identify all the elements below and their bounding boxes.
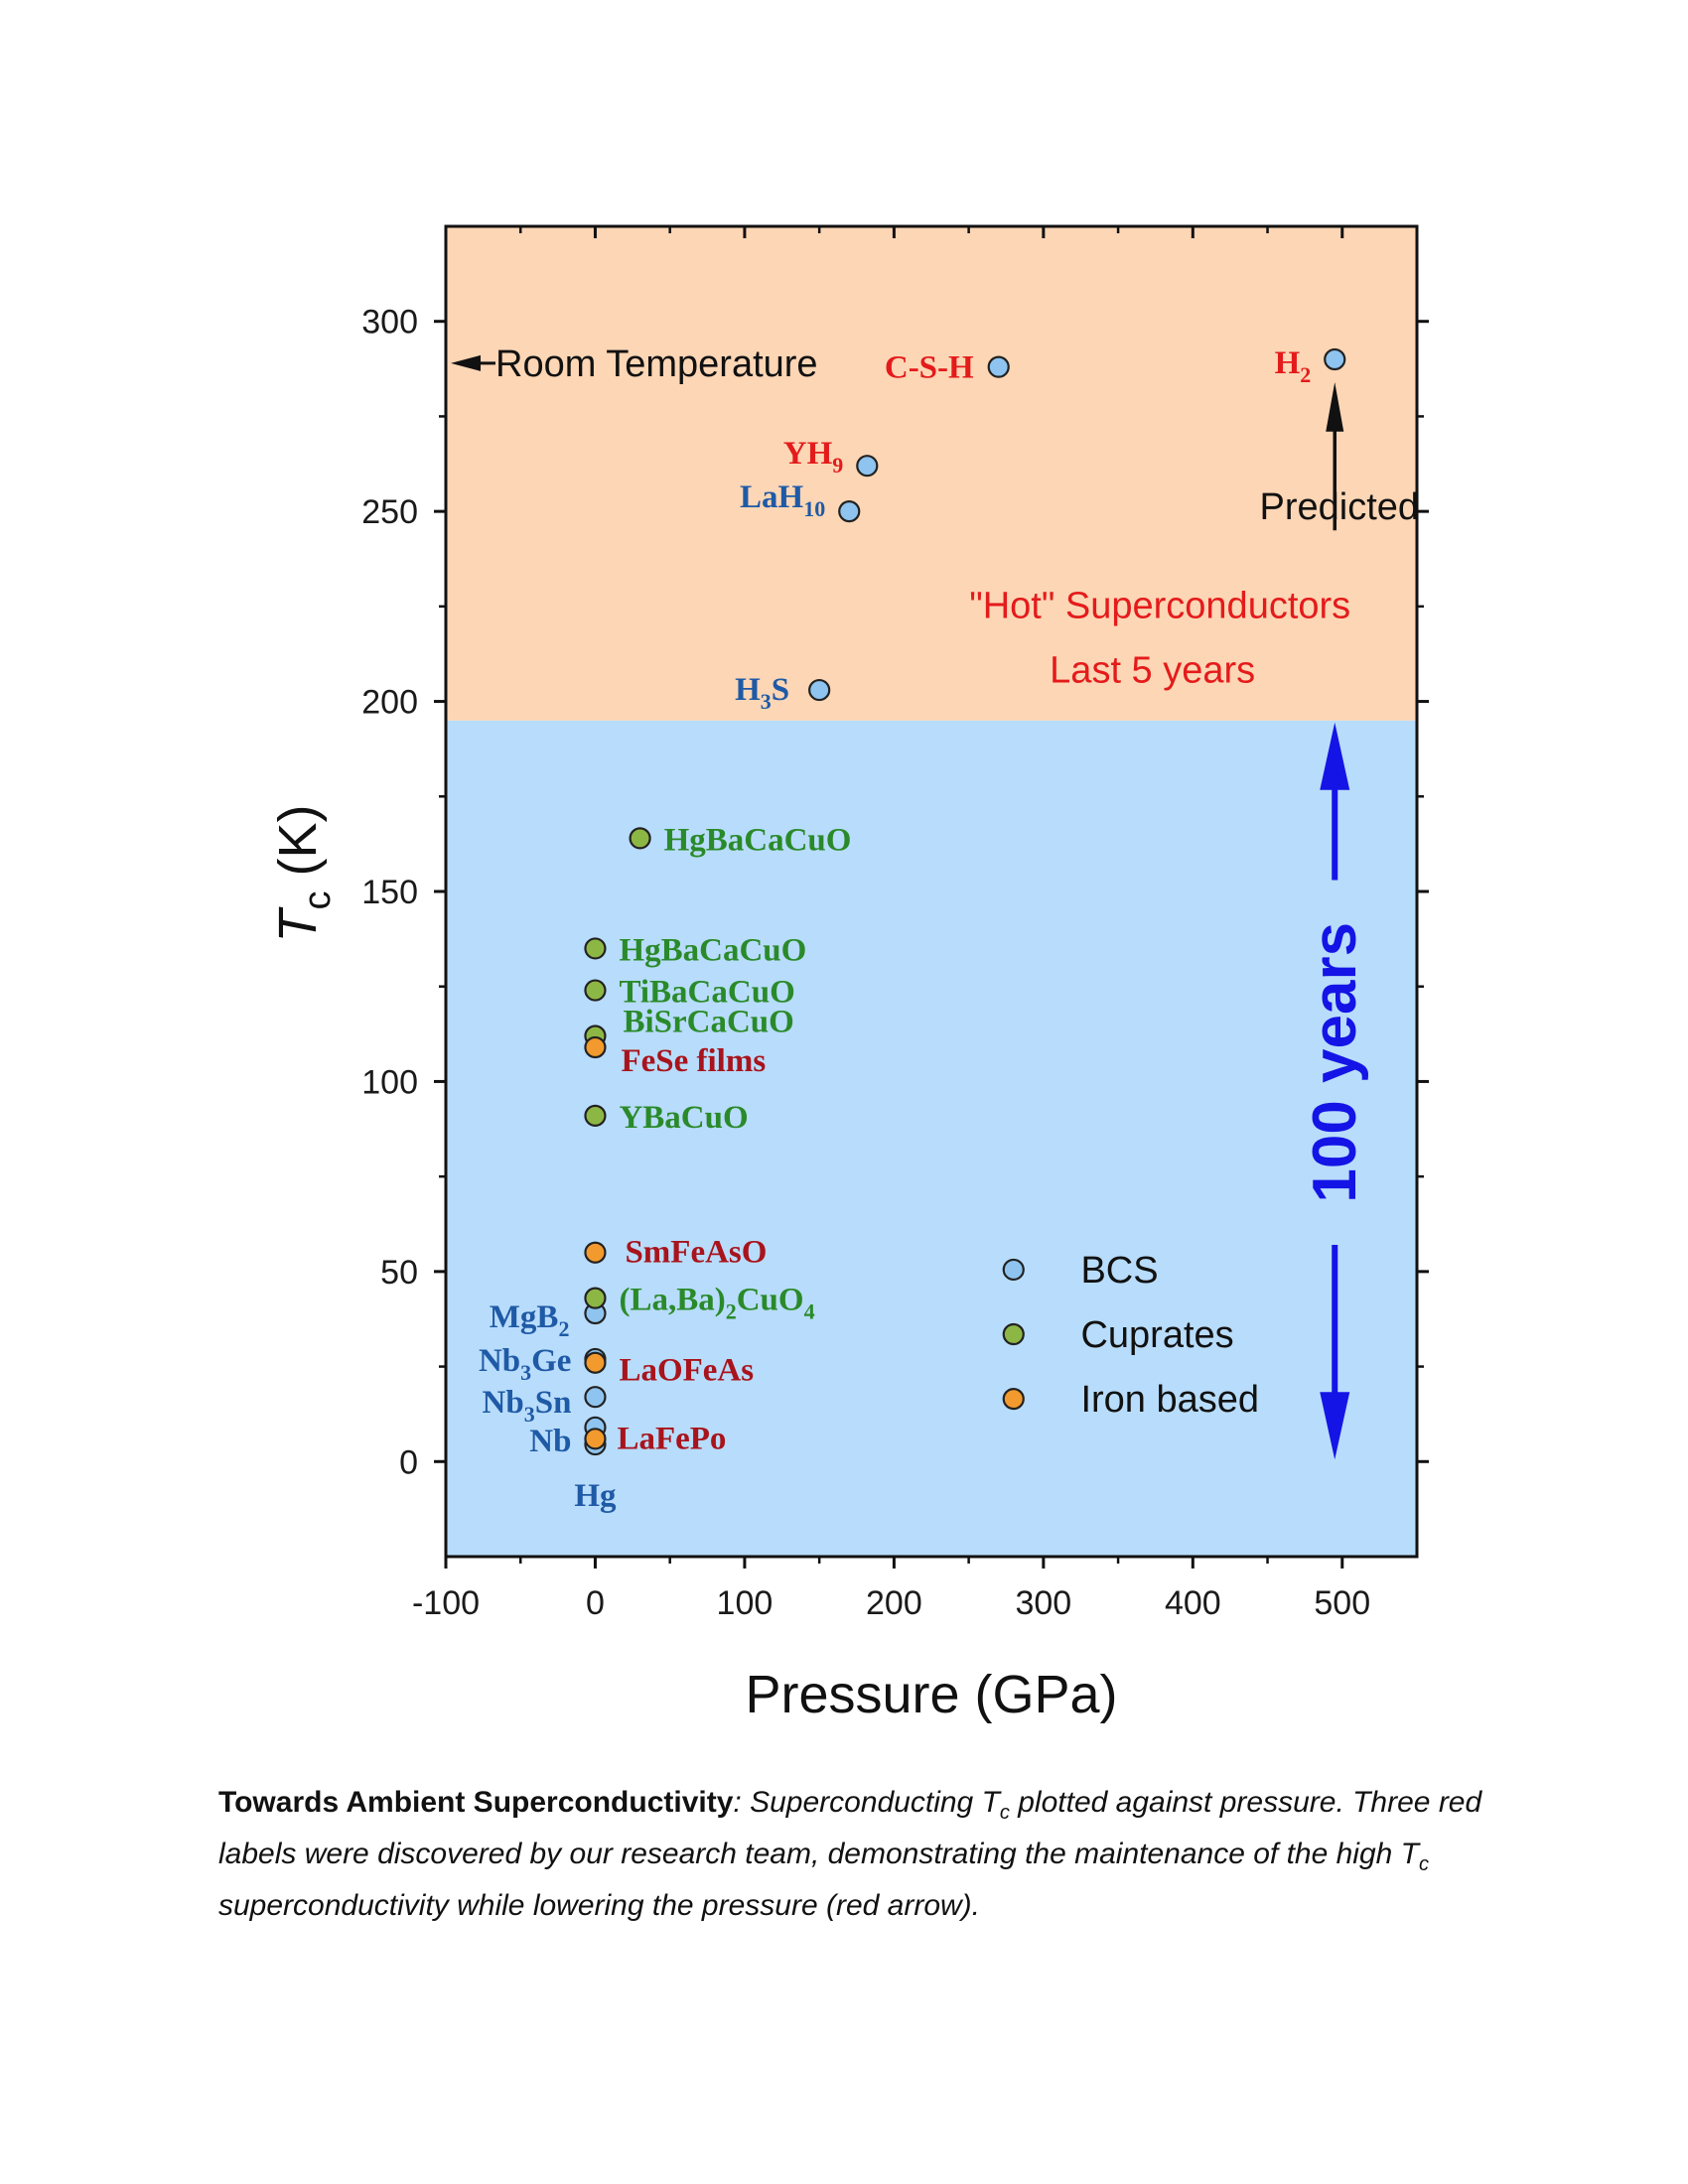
annotations: Room Temperature Predicted "Hot" Supercond…	[451, 343, 1419, 1460]
hot-superconductors-line1: "Hot" Superconductors	[969, 585, 1350, 626]
point-bcs	[987, 355, 1010, 378]
legend-label-iron-based: Iron based	[1080, 1379, 1259, 1421]
caption-body-part2: plotted against pressure. Three red labe…	[218, 1786, 1482, 1870]
caption-title: Towards Ambient Superconductivity	[218, 1786, 734, 1819]
room-temperature-arrowhead	[451, 354, 481, 371]
point-cuprates	[584, 979, 607, 1002]
y-axis-title-main: T	[268, 906, 328, 943]
legend-marker-bcs	[1002, 1258, 1025, 1282]
point-iron-based	[584, 1035, 607, 1059]
region-1	[446, 226, 1417, 721]
predicted-arrowhead	[1326, 381, 1344, 432]
point-label: LaFePo	[617, 1421, 726, 1456]
x-tick-label: -100	[412, 1584, 480, 1622]
y-tick-label: 300	[361, 304, 418, 341]
point-iron-based	[584, 1428, 607, 1450]
legend: BCS Cuprates Iron based	[1002, 1250, 1259, 1421]
y-tick-label: 0	[399, 1443, 418, 1481]
point-label: HgBaCaCuO	[619, 932, 806, 968]
x-tick-label: 300	[1015, 1584, 1071, 1622]
x-axis-title: Pressure (GPa)	[745, 1665, 1117, 1724]
y-tick-label: 150	[361, 874, 418, 911]
point-iron-based	[584, 1351, 607, 1374]
point-label: MgB2	[490, 1299, 570, 1341]
y-tick-label: 50	[380, 1254, 418, 1292]
point-label: YBaCuO	[619, 1100, 748, 1136]
hundred-years-label: 100 years	[1301, 922, 1369, 1203]
y-tick-label: 100	[361, 1063, 418, 1101]
chart: -100 0 100 200 300 400 500 0 50 100 150 200 250 300 R…	[268, 224, 1429, 1724]
legend-label-cuprates: Cuprates	[1080, 1314, 1233, 1356]
y-tick-label: 200	[361, 684, 418, 722]
x-tick-label: 400	[1165, 1584, 1221, 1622]
caption-body: : Superconducting Tc plotted against pre…	[218, 1786, 1481, 1922]
room-temperature-label: Room Temperature	[495, 343, 818, 385]
legend-label-bcs: BCS	[1080, 1250, 1158, 1292]
y-axis-title: Tc (K)	[268, 805, 339, 943]
point-label: H2	[1275, 345, 1312, 387]
point-cuprates	[584, 1287, 607, 1309]
axes: -100 0 100 200 300 400 500 0 50 100 150 200 250 300	[361, 224, 1429, 1622]
point-iron-based	[584, 1241, 607, 1264]
y-tick-label: 250	[361, 493, 418, 531]
point-bcs	[1324, 347, 1346, 371]
point-label: Hg	[574, 1478, 617, 1514]
caption-body-part1: : Superconducting	[733, 1786, 982, 1819]
point-bcs	[856, 455, 879, 478]
legend-marker-cuprates	[1002, 1322, 1025, 1346]
point-cuprates	[629, 827, 651, 850]
x-tick-label: 200	[866, 1584, 922, 1622]
point-label: BiSrCaCuO	[623, 1004, 793, 1039]
x-tick-label: 100	[717, 1584, 774, 1622]
point-label: TiBaCaCuO	[619, 975, 794, 1011]
point-label: LaH10	[740, 479, 825, 521]
point-label: Nb	[529, 1424, 571, 1459]
caption-body-part3: superconductivity while lowering the pre…	[218, 1889, 980, 1922]
point-label: HgBaCaCuO	[664, 822, 852, 858]
hundred-years-arrowhead-bottom	[1320, 1392, 1350, 1460]
point-label: (La,Ba)2CuO4	[619, 1283, 814, 1324]
caption-tc2-main: T	[1400, 1838, 1419, 1870]
x-tick-label: 500	[1314, 1584, 1370, 1622]
x-tick-label: 0	[586, 1584, 605, 1622]
point-label: YH9	[783, 436, 844, 478]
point-cuprates	[584, 1104, 607, 1127]
region-0	[446, 720, 1417, 1557]
y-axis-title-sub: c	[297, 891, 339, 910]
point-bcs	[838, 500, 861, 523]
point-cuprates	[584, 937, 607, 960]
point-label: SmFeAsO	[625, 1235, 767, 1271]
point-label: Nb3Sn	[483, 1385, 572, 1427]
caption-tc-main: T	[981, 1786, 1000, 1819]
point-bcs	[584, 1386, 607, 1409]
predicted-label: Predicted	[1259, 486, 1419, 528]
point-bcs	[808, 678, 831, 702]
hot-superconductors-line2: Last 5 years	[1050, 649, 1255, 691]
legend-marker-iron-based	[1002, 1388, 1025, 1411]
caption-tc-sub: c	[999, 1802, 1010, 1824]
y-axis-title-unit: (K)	[268, 805, 328, 891]
background-regions	[446, 226, 1417, 1557]
point-label: Nb3Ge	[479, 1343, 572, 1385]
point-label: FeSe films	[621, 1043, 766, 1079]
hundred-years-arrowhead-top	[1320, 722, 1350, 790]
point-label: H3S	[735, 672, 789, 714]
point-label: C-S-H	[885, 350, 974, 386]
caption-tc2-sub: c	[1419, 1853, 1429, 1875]
point-label: LaOFeAs	[619, 1353, 754, 1389]
figure-caption: Towards Ambient Superconductivity: Super…	[218, 1782, 1499, 1926]
